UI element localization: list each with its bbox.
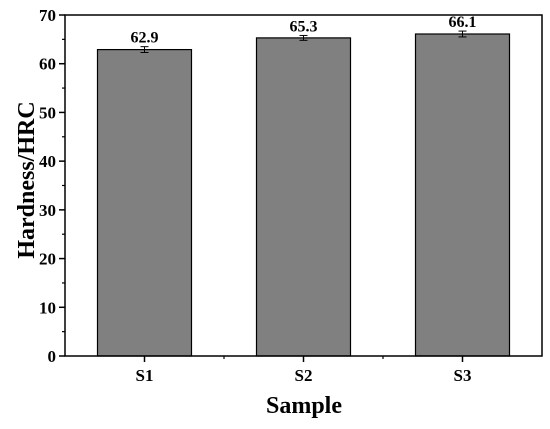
data-label-s2: 65.3 — [290, 18, 318, 35]
y-tick-label: 50 — [39, 103, 56, 122]
y-tick-label: 0 — [48, 347, 57, 366]
bar-s3 — [414, 33, 511, 357]
data-label-s3: 66.1 — [449, 14, 477, 31]
bar-s1 — [96, 48, 193, 357]
x-tick-label-s1: S1 — [136, 366, 154, 385]
plot-area-border — [64, 14, 543, 357]
plot-frame — [64, 14, 543, 357]
y-axis-title: Hardness/HRC — [14, 101, 40, 258]
error-bar-series — [140, 30, 467, 54]
data-label-s1: 62.9 — [131, 30, 159, 47]
x-tick-labels: S1 S2 S3 — [136, 366, 472, 385]
y-tick-label: 70 — [39, 6, 56, 25]
x-tick-label-s3: S3 — [454, 366, 472, 385]
bar-series — [96, 33, 511, 357]
y-tick-label: 20 — [39, 250, 56, 269]
y-tick-label: 30 — [39, 201, 56, 220]
x-axis-title: Sample — [266, 393, 342, 419]
y-tick-label: 10 — [39, 298, 56, 317]
x-tick-label-s2: S2 — [295, 366, 313, 385]
data-labels: 62.9 65.3 66.1 — [131, 14, 477, 47]
x-tick-marks — [143, 356, 464, 362]
bar-s2 — [255, 37, 352, 357]
y-tick-labels: 0 10 20 30 40 50 60 70 — [39, 6, 56, 366]
y-tick-label: 60 — [39, 55, 56, 74]
y-tick-marks — [59, 14, 65, 357]
y-tick-label: 40 — [39, 152, 56, 171]
